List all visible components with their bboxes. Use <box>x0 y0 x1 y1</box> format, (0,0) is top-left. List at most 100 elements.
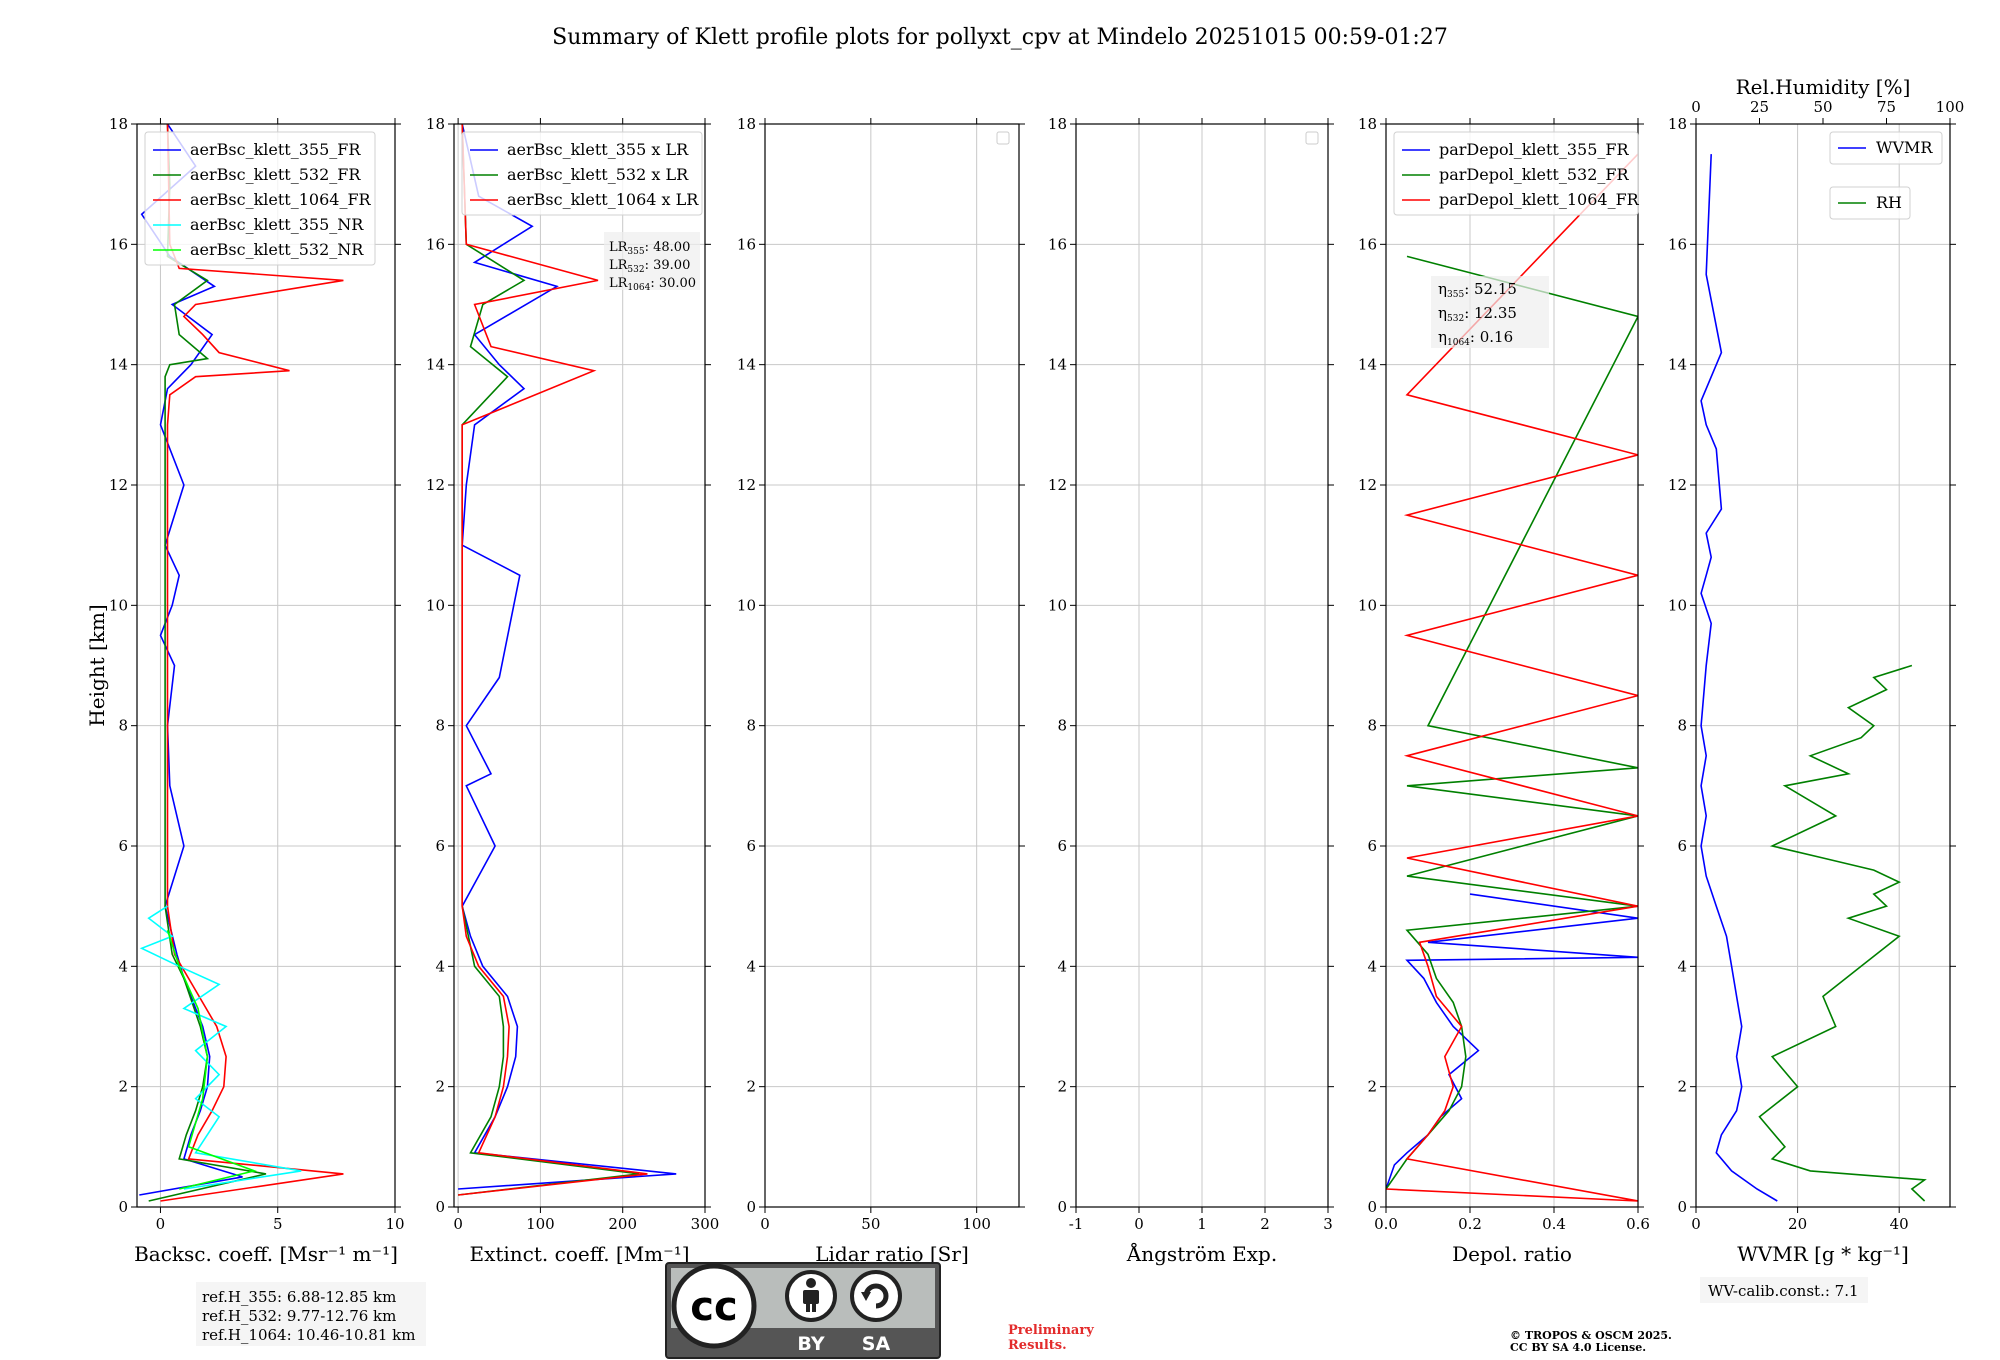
x-tick-label: 40 <box>1890 1215 1909 1233</box>
legend-box <box>144 131 376 266</box>
axes-frame <box>764 123 1020 1208</box>
y-axis-label: Height [km] <box>85 604 109 726</box>
y-tick-label: 12 <box>737 476 756 494</box>
y-tick-label: 10 <box>109 596 128 614</box>
y-tick-label: 12 <box>1668 476 1687 494</box>
y-tick-label: 4 <box>1057 957 1067 975</box>
copyright-line1: © TROPOS & OSCM 2025. <box>1510 1329 1672 1342</box>
legend: parDepol_klett_355_FR parDepol_klett_532_… <box>1393 131 1640 216</box>
x-tick-label: 0.2 <box>1458 1215 1482 1233</box>
y-tick-label: 2 <box>118 1078 128 1096</box>
y-tick-label: 8 <box>1677 717 1687 735</box>
y-tick-label: 2 <box>1367 1078 1377 1096</box>
license-by-label: BY <box>797 1333 824 1355</box>
y-tick-label: 10 <box>1048 596 1067 614</box>
y-tick-label: 18 <box>426 115 445 133</box>
legend-box <box>461 131 703 216</box>
by-person-icon <box>785 1270 837 1322</box>
x-tick-label: 5 <box>273 1215 283 1233</box>
lidar-ratio-value: LR532: 39.00 <box>609 258 690 275</box>
y-tick-label: 12 <box>426 476 445 494</box>
legend-label: aerBsc_klett_532_NR <box>190 240 364 259</box>
y-tick-label: 8 <box>1367 717 1377 735</box>
y-tick-label: 10 <box>737 596 756 614</box>
x-tick-label: 20 <box>1788 1215 1807 1233</box>
series-line-aerBsc_klett_532_FR <box>148 124 267 1202</box>
empty-legend-box <box>996 131 1010 145</box>
series-line-parDepol_klett_532_FR <box>1386 255 1638 1190</box>
y-tick-label: 12 <box>1358 476 1377 494</box>
legend-label: aerBsc_klett_532 x LR <box>507 165 689 184</box>
y-tick-label: 4 <box>435 957 445 975</box>
x-axis-label: Backsc. coeff. [Msr⁻¹ m⁻¹] <box>134 1242 398 1266</box>
y-tick-label: 14 <box>1668 356 1687 374</box>
y-tick-label: 14 <box>1358 356 1377 374</box>
legend-label: parDepol_klett_532_FR <box>1439 165 1630 184</box>
x-tick-label: 0 <box>1134 1215 1144 1233</box>
y-tick-label: 6 <box>1057 837 1067 855</box>
series-line-aerBsc_klett_355_FR <box>139 124 243 1196</box>
eta-value: η355: 52.15 <box>1438 280 1517 300</box>
y-tick-label: 2 <box>435 1078 445 1096</box>
wv-calib-const: WV-calib.const.: 7.1 <box>1708 1282 1859 1300</box>
y-tick-label: 10 <box>426 596 445 614</box>
x2-tick-label: 0 <box>1691 98 1701 116</box>
legend-box <box>1829 186 1911 220</box>
preliminary-note-line2: Results. <box>1008 1338 1067 1353</box>
ref-height-1064: ref.H_1064: 10.46-10.81 km <box>202 1326 415 1344</box>
series-line-RH <box>1758 664 1927 1202</box>
y-tick-label: 14 <box>1048 356 1067 374</box>
x-tick-label: 100 <box>962 1215 991 1233</box>
y-tick-label: 0 <box>1677 1198 1687 1216</box>
x-tick-label: 0.0 <box>1374 1215 1398 1233</box>
legend-label: aerBsc_klett_355 x LR <box>507 140 689 159</box>
x-tick-label: 10 <box>385 1215 404 1233</box>
y-tick-label: 6 <box>1367 837 1377 855</box>
cc-logo-icon: cc <box>671 1263 757 1349</box>
series-group <box>1386 153 1638 1202</box>
y-tick-label: 6 <box>746 837 756 855</box>
y-tick-label: 8 <box>118 717 128 735</box>
annotation-box <box>1431 276 1549 348</box>
y-tick-label: 18 <box>737 115 756 133</box>
panel-depol: 0 2 4 6 8 10 12 14 16 18 0.0 0.2 0.4 0.6 Depol. ratio p… <box>1358 115 1650 1266</box>
y-tick-label: 16 <box>737 235 756 253</box>
x-tick-label: 2 <box>1260 1215 1270 1233</box>
axes-frame <box>1385 123 1639 1208</box>
eta-value: η1064: 0.16 <box>1438 328 1513 348</box>
legend-label: RH <box>1876 193 1902 212</box>
series-line-aerBsc_klett_1064 x LR <box>458 124 648 1196</box>
y-tick-label: 0 <box>118 1198 128 1216</box>
series-line-aerBsc_klett_1064_FR <box>160 124 344 1202</box>
preliminary-note-line1: Preliminary <box>1008 1323 1094 1338</box>
y-tick-label: 18 <box>1668 115 1687 133</box>
legend-box <box>1393 131 1639 216</box>
x2-tick-label: 50 <box>1813 98 1832 116</box>
y-tick-label: 16 <box>109 235 128 253</box>
y-tick-label: 14 <box>426 356 445 374</box>
x-tick-label: 0.4 <box>1542 1215 1566 1233</box>
legend-label: parDepol_klett_355_FR <box>1439 140 1630 159</box>
axes-frame <box>136 123 396 1208</box>
legend-box <box>1829 131 1943 165</box>
legend: aerBsc_klett_355 x LR aerBsc_klett_532 x … <box>461 131 703 216</box>
y-tick-label: 2 <box>1677 1078 1687 1096</box>
x-tick-label: -1 <box>1069 1215 1084 1233</box>
x-tick-label: 0 <box>453 1215 463 1233</box>
ref-height-box: ref.H_355: 6.88-12.85 km ref.H_532: 9.77… <box>196 1282 426 1346</box>
x-tick-label: 3 <box>1323 1215 1333 1233</box>
x2-tick-label: 25 <box>1750 98 1769 116</box>
x-tick-label: 50 <box>861 1215 880 1233</box>
y-tick-label: 0 <box>435 1198 445 1216</box>
series-line-parDepol_klett_355_FR <box>1386 893 1638 1190</box>
x-tick-label: 300 <box>691 1215 720 1233</box>
series-group <box>1700 154 1927 1202</box>
y-tick-label: 16 <box>1668 235 1687 253</box>
y-tick-label: 18 <box>1048 115 1067 133</box>
legend-label: aerBsc_klett_532_FR <box>190 165 361 184</box>
legend-label: aerBsc_klett_1064 x LR <box>507 190 699 209</box>
